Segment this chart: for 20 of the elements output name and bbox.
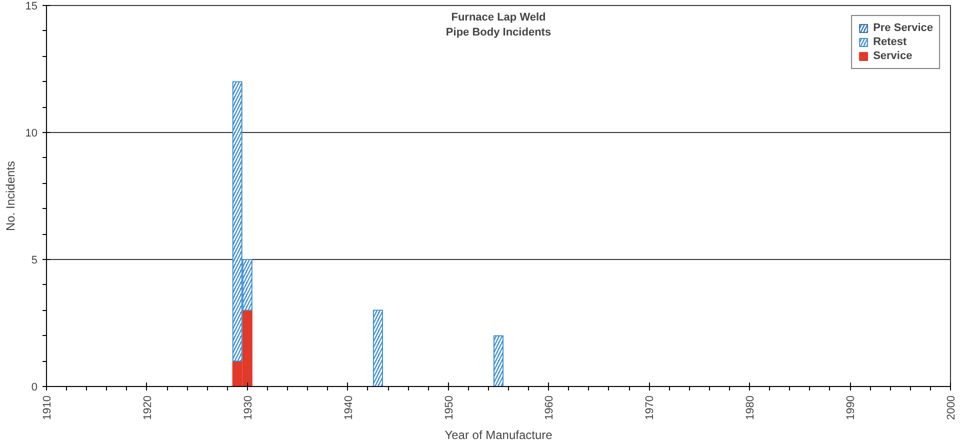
x-tick-label: 1950 (443, 395, 456, 420)
x-tick-label: 1910 (42, 395, 54, 420)
y-tick-label: 15 (25, 0, 38, 12)
legend-label: Pre Service (873, 22, 933, 34)
legend-label: Retest (873, 36, 907, 48)
x-tick-label: 1970 (644, 395, 656, 420)
x-axis-title: Year of Manufacture (444, 428, 553, 442)
x-tick-label: 1980 (744, 395, 757, 420)
text: Furnace Lap Weld Pipe Body Incidents (446, 12, 552, 38)
x-tick-label: 1940 (342, 395, 355, 420)
legend-label: Service (873, 50, 912, 62)
x-tick-label: 1920 (142, 395, 154, 420)
y-axis-title: No. Incidents (3, 160, 18, 232)
x-tick-label: 1960 (544, 395, 556, 420)
x-tick-label: 1930 (242, 395, 254, 420)
y-tick-label: 10 (25, 128, 38, 140)
y-tick-label: 0 (31, 382, 38, 394)
x-tick-label: 2000 (946, 395, 958, 420)
x-tick-label: 1990 (845, 395, 858, 420)
y-tick-label: 5 (31, 254, 38, 266)
